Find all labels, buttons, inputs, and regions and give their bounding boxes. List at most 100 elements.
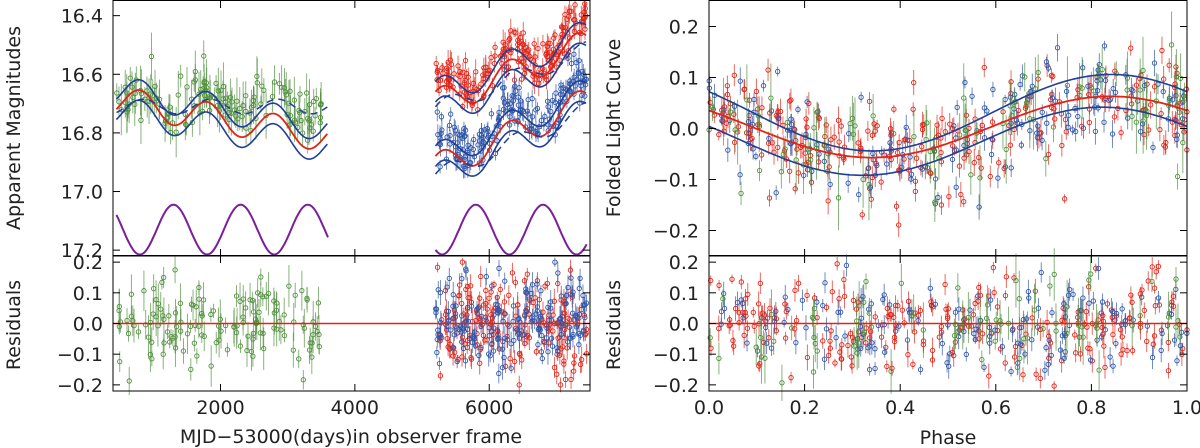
data-marker: [143, 322, 149, 328]
data-marker: [497, 286, 503, 293]
data-marker: [437, 141, 444, 148]
folded-red-point: [961, 196, 967, 208]
data-marker: [507, 35, 513, 42]
residual-early-point: [208, 345, 214, 387]
data-marker: [501, 299, 508, 305]
residual-early-point: [261, 327, 267, 370]
early-data-point: [144, 85, 150, 118]
data-marker: [579, 356, 585, 363]
data-marker: [304, 297, 310, 303]
data-marker: [312, 323, 319, 330]
data-marker: [129, 84, 135, 90]
folded-red-point: [956, 154, 963, 178]
data-marker: [149, 339, 155, 345]
residual-early-point: [217, 299, 223, 340]
residual-early-point: [184, 313, 191, 355]
data-marker: [512, 279, 519, 286]
data-marker: [290, 347, 296, 353]
folded-green-point: [911, 110, 917, 164]
late-data-red-point: [473, 59, 479, 85]
residual-early-point: [237, 339, 244, 353]
data-marker: [141, 288, 147, 294]
data-marker: [572, 2, 578, 8]
late-data-red-point: [519, 73, 525, 85]
y-tick-label: 0.2: [669, 17, 699, 39]
data-marker: [545, 40, 551, 46]
residual-late-blue-point: [555, 261, 561, 285]
data-marker: [544, 280, 551, 287]
data-marker: [317, 114, 324, 121]
data-marker: [582, 93, 588, 99]
residual-late-red-point: [511, 350, 518, 373]
residual-early-point: [244, 334, 250, 367]
early-data-point: [313, 87, 319, 110]
early-data-point: [278, 65, 285, 110]
residual-early-point: [149, 351, 155, 367]
residual-early-point: [300, 370, 306, 390]
folded-red-point: [865, 120, 871, 142]
phase-residuals-panel: 0.0 0.2 0.4 0.6 0.8 1.00.20.10.0−0.1−0.2 Resi…: [603, 248, 1200, 448]
late-data-red-point: [508, 18, 514, 43]
residual-early-point: [245, 321, 251, 351]
late-data-blue-point: [471, 150, 478, 163]
residual-early-point: [257, 315, 264, 351]
folded-green-point: [738, 181, 744, 206]
folded-green-point: [1043, 140, 1049, 177]
folded-blue-point: [845, 173, 851, 193]
data-marker: [300, 322, 306, 328]
folded-red-point: [731, 64, 737, 87]
data-marker: [126, 378, 132, 384]
data-marker: [476, 138, 483, 144]
light-curve-panel: 16.4 16.6 16.8 17.0 17.2 Apparent Magnitudes: [3, 0, 591, 262]
residual-early-point: [265, 271, 272, 316]
data-marker: [194, 353, 200, 359]
residual-early-point: [126, 366, 132, 396]
residual-early-point: [248, 332, 255, 371]
late-data-blue-point: [446, 119, 453, 132]
data-marker: [558, 91, 564, 97]
residual-early-point: [249, 291, 256, 310]
residual-late-red-point: [533, 347, 540, 356]
data-marker: [577, 361, 584, 368]
best-fit-curve: [115, 89, 328, 150]
data-marker: [184, 331, 191, 337]
data-marker: [480, 72, 486, 78]
residual-early-point: [191, 334, 198, 352]
data-marker: [257, 330, 264, 336]
data-marker: [240, 319, 246, 326]
data-marker: [231, 324, 237, 330]
data-marker: [462, 127, 469, 133]
data-marker: [448, 111, 454, 117]
late-data-red-point: [566, 0, 573, 24]
confidence-lower-curve: [434, 100, 587, 177]
y-tick-label: 16.4: [61, 6, 103, 28]
folded-red-point: [835, 106, 842, 135]
data-marker: [433, 60, 439, 67]
y-tick-label: 0.0: [73, 314, 103, 336]
data-marker: [526, 335, 532, 341]
confidence-upper-curve: [434, 80, 587, 157]
data-marker: [292, 119, 298, 125]
data-marker: [200, 297, 207, 303]
data-marker: [529, 95, 535, 102]
early-data-point: [304, 73, 310, 113]
folded-red-point: [911, 70, 917, 96]
data-marker: [520, 58, 527, 64]
data-marker: [438, 130, 444, 137]
folded-blue-point: [932, 168, 939, 190]
residual-early-point: [199, 327, 205, 343]
data-marker: [544, 98, 551, 104]
data-marker: [531, 41, 537, 47]
data-marker: [172, 345, 179, 351]
data-marker: [446, 122, 453, 128]
late-data-blue-point: [542, 112, 548, 121]
folded-blue-point: [1151, 49, 1158, 77]
data-marker: [480, 138, 486, 145]
data-marker: [488, 289, 494, 295]
late-data-red-point: [520, 22, 526, 44]
data-marker: [191, 79, 197, 85]
data-marker: [462, 133, 468, 139]
late-data-blue-point: [567, 76, 573, 86]
data-marker: [476, 160, 483, 166]
